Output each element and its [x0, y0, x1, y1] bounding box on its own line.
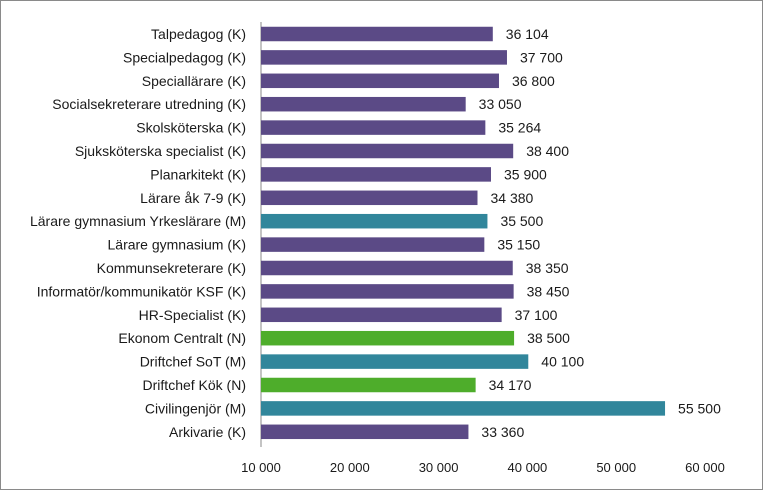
- x-tick-label: 10 000: [241, 460, 281, 475]
- bar: [261, 354, 528, 369]
- bar: [261, 120, 485, 135]
- category-label: Lärare gymnasium Yrkeslärare (M): [30, 213, 246, 229]
- category-label: Lärare åk 7-9 (K): [140, 190, 246, 206]
- value-label: 33 050: [479, 96, 522, 112]
- bar: [261, 331, 514, 346]
- category-label: Kommunsekreterare (K): [97, 260, 246, 276]
- category-label: Socialsekreterare utredning (K): [52, 96, 246, 112]
- bar: [261, 425, 468, 440]
- x-tick-label: 40 000: [508, 460, 548, 475]
- category-label: Civilingenjör (M): [145, 400, 246, 416]
- value-label: 55 500: [678, 400, 721, 416]
- value-label: 38 500: [527, 330, 570, 346]
- value-label: 37 700: [520, 49, 563, 65]
- bar: [261, 74, 499, 89]
- category-label: Driftchef Kök (N): [143, 377, 246, 393]
- category-label: HR-Specialist (K): [139, 307, 246, 323]
- value-label: 37 100: [515, 307, 558, 323]
- value-label: 36 104: [506, 26, 549, 42]
- category-label: Skolsköterska (K): [136, 120, 246, 136]
- category-label: Arkivarie (K): [169, 424, 246, 440]
- bar: [261, 167, 491, 182]
- bar: [261, 191, 477, 206]
- bar: [261, 97, 466, 112]
- value-label: 35 150: [497, 237, 540, 253]
- category-label: Specialpedagog (K): [123, 49, 246, 65]
- bar: [261, 214, 487, 229]
- value-label: 34 170: [489, 377, 532, 393]
- bar: [261, 308, 502, 323]
- category-label: Planarkitekt (K): [150, 166, 246, 182]
- category-label: Informatör/kommunikatör KSF (K): [37, 283, 246, 299]
- bar: [261, 378, 476, 393]
- value-label: 34 380: [490, 190, 533, 206]
- value-label: 38 350: [526, 260, 569, 276]
- x-tick-label: 20 000: [330, 460, 370, 475]
- value-label: 35 500: [500, 213, 543, 229]
- value-label: 36 800: [512, 73, 555, 89]
- category-label: Talpedagog (K): [151, 26, 246, 42]
- x-tick-label: 60 000: [685, 460, 725, 475]
- category-label: Lärare gymnasium (K): [108, 237, 247, 253]
- bar: [261, 261, 513, 276]
- value-label: 40 100: [541, 354, 584, 370]
- value-label: 33 360: [481, 424, 524, 440]
- category-label: Sjuksköterska specialist (K): [75, 143, 246, 159]
- bar: [261, 401, 665, 416]
- value-label: 38 450: [527, 283, 570, 299]
- value-label: 38 400: [526, 143, 569, 159]
- bar: [261, 50, 507, 65]
- bar: [261, 27, 493, 42]
- x-tick-label: 50 000: [596, 460, 636, 475]
- bar: [261, 284, 514, 299]
- category-label: Ekonom Centralt (N): [118, 330, 246, 346]
- value-label: 35 900: [504, 166, 547, 182]
- bars-group: [261, 27, 665, 439]
- category-labels: Talpedagog (K) Specialpedagog (K) Speciall…: [30, 26, 246, 440]
- x-tick-labels: 10 000 20 000 30 000 40 000 50 000 60 000: [241, 460, 725, 475]
- value-labels: 36 104 37 700 36 800 33 050 35 264 38 400 35 9…: [479, 26, 721, 440]
- category-label: Speciallärare (K): [142, 73, 246, 89]
- category-label: Driftchef SoT (M): [140, 354, 246, 370]
- x-tick-label: 30 000: [419, 460, 459, 475]
- value-label: 35 264: [498, 120, 541, 136]
- bar: [261, 237, 484, 252]
- bar: [261, 144, 513, 159]
